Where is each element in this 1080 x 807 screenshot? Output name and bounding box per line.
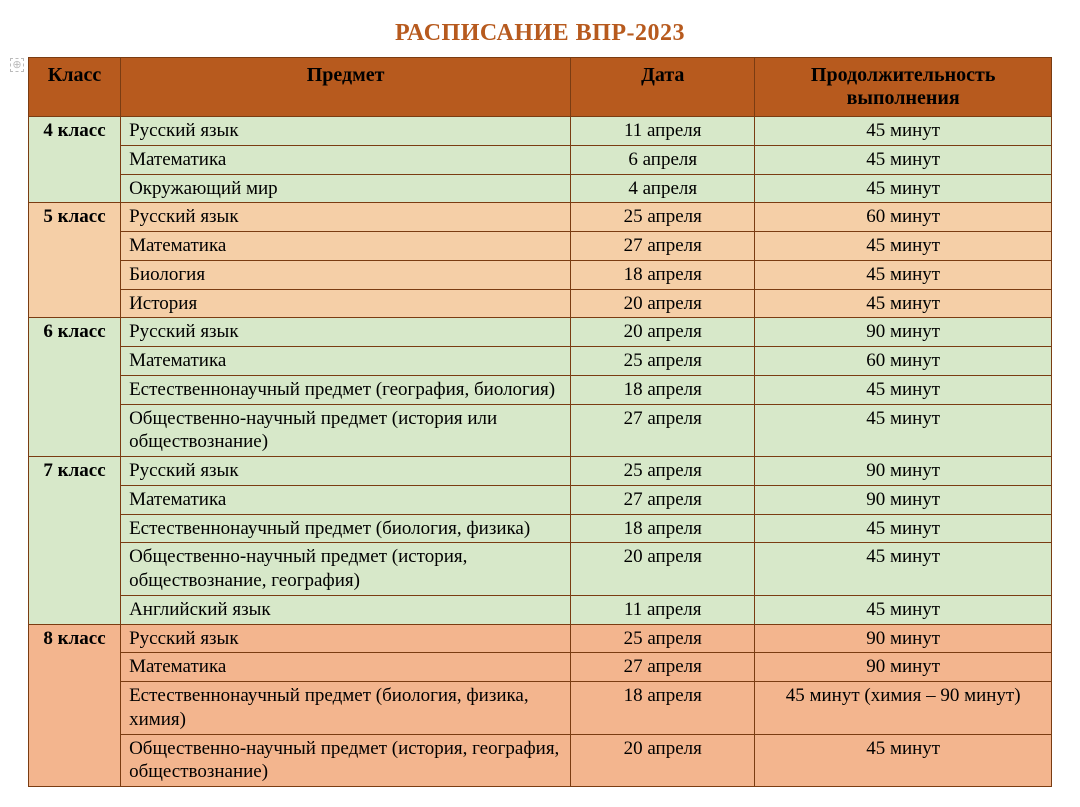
date-cell: 27 апреля bbox=[571, 404, 755, 457]
duration-cell: 90 минут bbox=[755, 653, 1052, 682]
date-cell: 20 апреля bbox=[571, 318, 755, 347]
table-row: Математика27 апреля45 минут bbox=[29, 232, 1052, 261]
date-cell: 25 апреля bbox=[571, 457, 755, 486]
table-row: Математика27 апреля90 минут bbox=[29, 485, 1052, 514]
class-cell: 7 класс bbox=[29, 457, 121, 625]
date-cell: 18 апреля bbox=[571, 260, 755, 289]
table-row: Биология18 апреля45 минут bbox=[29, 260, 1052, 289]
subject-cell: Общественно-научный предмет (история или… bbox=[121, 404, 571, 457]
date-cell: 11 апреля bbox=[571, 595, 755, 624]
duration-cell: 90 минут bbox=[755, 457, 1052, 486]
col-duration: Продолжительность выполнения bbox=[755, 58, 1052, 117]
subject-cell: Русский язык bbox=[121, 117, 571, 146]
table-row: Естественнонаучный предмет (география, б… bbox=[29, 375, 1052, 404]
class-cell: 5 класс bbox=[29, 203, 121, 318]
table-row: 7 классРусский язык25 апреля90 минут bbox=[29, 457, 1052, 486]
subject-cell: Математика bbox=[121, 485, 571, 514]
duration-cell: 45 минут bbox=[755, 174, 1052, 203]
duration-cell: 45 минут bbox=[755, 145, 1052, 174]
table-row: Естественнонаучный предмет (биология, фи… bbox=[29, 514, 1052, 543]
col-date: Дата bbox=[571, 58, 755, 117]
subject-cell: История bbox=[121, 289, 571, 318]
subject-cell: Математика bbox=[121, 232, 571, 261]
table-row: 8 классРусский язык25 апреля90 минут bbox=[29, 624, 1052, 653]
subject-cell: Русский язык bbox=[121, 318, 571, 347]
date-cell: 20 апреля bbox=[571, 289, 755, 318]
date-cell: 27 апреля bbox=[571, 232, 755, 261]
date-cell: 27 апреля bbox=[571, 485, 755, 514]
subject-cell: Английский язык bbox=[121, 595, 571, 624]
subject-cell: Русский язык bbox=[121, 624, 571, 653]
col-class: Класс bbox=[29, 58, 121, 117]
date-cell: 27 апреля bbox=[571, 653, 755, 682]
table-row: 5 классРусский язык25 апреля60 минут bbox=[29, 203, 1052, 232]
duration-cell: 45 минут bbox=[755, 375, 1052, 404]
class-cell: 6 класс bbox=[29, 318, 121, 457]
subject-cell: Математика bbox=[121, 347, 571, 376]
table-row: Математика6 апреля45 минут bbox=[29, 145, 1052, 174]
duration-cell: 45 минут bbox=[755, 543, 1052, 596]
subject-cell: Общественно-научный предмет (история, об… bbox=[121, 543, 571, 596]
duration-cell: 45 минут (химия – 90 минут) bbox=[755, 682, 1052, 735]
table-row: Общественно-научный предмет (история, об… bbox=[29, 543, 1052, 596]
duration-cell: 90 минут bbox=[755, 485, 1052, 514]
subject-cell: Общественно-научный предмет (история, ге… bbox=[121, 734, 571, 787]
subject-cell: Русский язык bbox=[121, 203, 571, 232]
table-row: История20 апреля45 минут bbox=[29, 289, 1052, 318]
table-row: Естественнонаучный предмет (биология, фи… bbox=[29, 682, 1052, 735]
table-row: Математика25 апреля60 минут bbox=[29, 347, 1052, 376]
subject-cell: Математика bbox=[121, 145, 571, 174]
table-row: Общественно-научный предмет (история, ге… bbox=[29, 734, 1052, 787]
date-cell: 20 апреля bbox=[571, 734, 755, 787]
duration-cell: 45 минут bbox=[755, 404, 1052, 457]
date-cell: 25 апреля bbox=[571, 624, 755, 653]
duration-cell: 60 минут bbox=[755, 203, 1052, 232]
date-cell: 6 апреля bbox=[571, 145, 755, 174]
table-row: Окружающий мир4 апреля45 минут bbox=[29, 174, 1052, 203]
subject-cell: Биология bbox=[121, 260, 571, 289]
duration-cell: 45 минут bbox=[755, 117, 1052, 146]
class-cell: 4 класс bbox=[29, 117, 121, 203]
subject-cell: Русский язык bbox=[121, 457, 571, 486]
table-row: 6 классРусский язык20 апреля90 минут bbox=[29, 318, 1052, 347]
subject-cell: Окружающий мир bbox=[121, 174, 571, 203]
anchor-icon: ⊕ bbox=[10, 58, 24, 72]
duration-cell: 45 минут bbox=[755, 514, 1052, 543]
page-title: РАСПИСАНИЕ ВПР-2023 bbox=[28, 20, 1052, 47]
table-row: Общественно-научный предмет (история или… bbox=[29, 404, 1052, 457]
date-cell: 25 апреля bbox=[571, 203, 755, 232]
date-cell: 18 апреля bbox=[571, 375, 755, 404]
date-cell: 18 апреля bbox=[571, 682, 755, 735]
date-cell: 20 апреля bbox=[571, 543, 755, 596]
duration-cell: 45 минут bbox=[755, 260, 1052, 289]
header-row: Класс Предмет Дата Продолжительность вып… bbox=[29, 58, 1052, 117]
table-row: Английский язык11 апреля45 минут bbox=[29, 595, 1052, 624]
subject-cell: Математика bbox=[121, 653, 571, 682]
subject-cell: Естественнонаучный предмет (география, б… bbox=[121, 375, 571, 404]
duration-cell: 45 минут bbox=[755, 595, 1052, 624]
duration-cell: 90 минут bbox=[755, 318, 1052, 347]
duration-cell: 45 минут bbox=[755, 289, 1052, 318]
subject-cell: Естественнонаучный предмет (биология, фи… bbox=[121, 682, 571, 735]
date-cell: 18 апреля bbox=[571, 514, 755, 543]
col-subject: Предмет bbox=[121, 58, 571, 117]
duration-cell: 45 минут bbox=[755, 232, 1052, 261]
date-cell: 11 апреля bbox=[571, 117, 755, 146]
table-row: Математика27 апреля90 минут bbox=[29, 653, 1052, 682]
duration-cell: 90 минут bbox=[755, 624, 1052, 653]
subject-cell: Естественнонаучный предмет (биология, фи… bbox=[121, 514, 571, 543]
table-row: 4 классРусский язык11 апреля45 минут bbox=[29, 117, 1052, 146]
duration-cell: 60 минут bbox=[755, 347, 1052, 376]
schedule-table: Класс Предмет Дата Продолжительность вып… bbox=[28, 57, 1052, 787]
class-cell: 8 класс bbox=[29, 624, 121, 787]
date-cell: 25 апреля bbox=[571, 347, 755, 376]
duration-cell: 45 минут bbox=[755, 734, 1052, 787]
date-cell: 4 апреля bbox=[571, 174, 755, 203]
